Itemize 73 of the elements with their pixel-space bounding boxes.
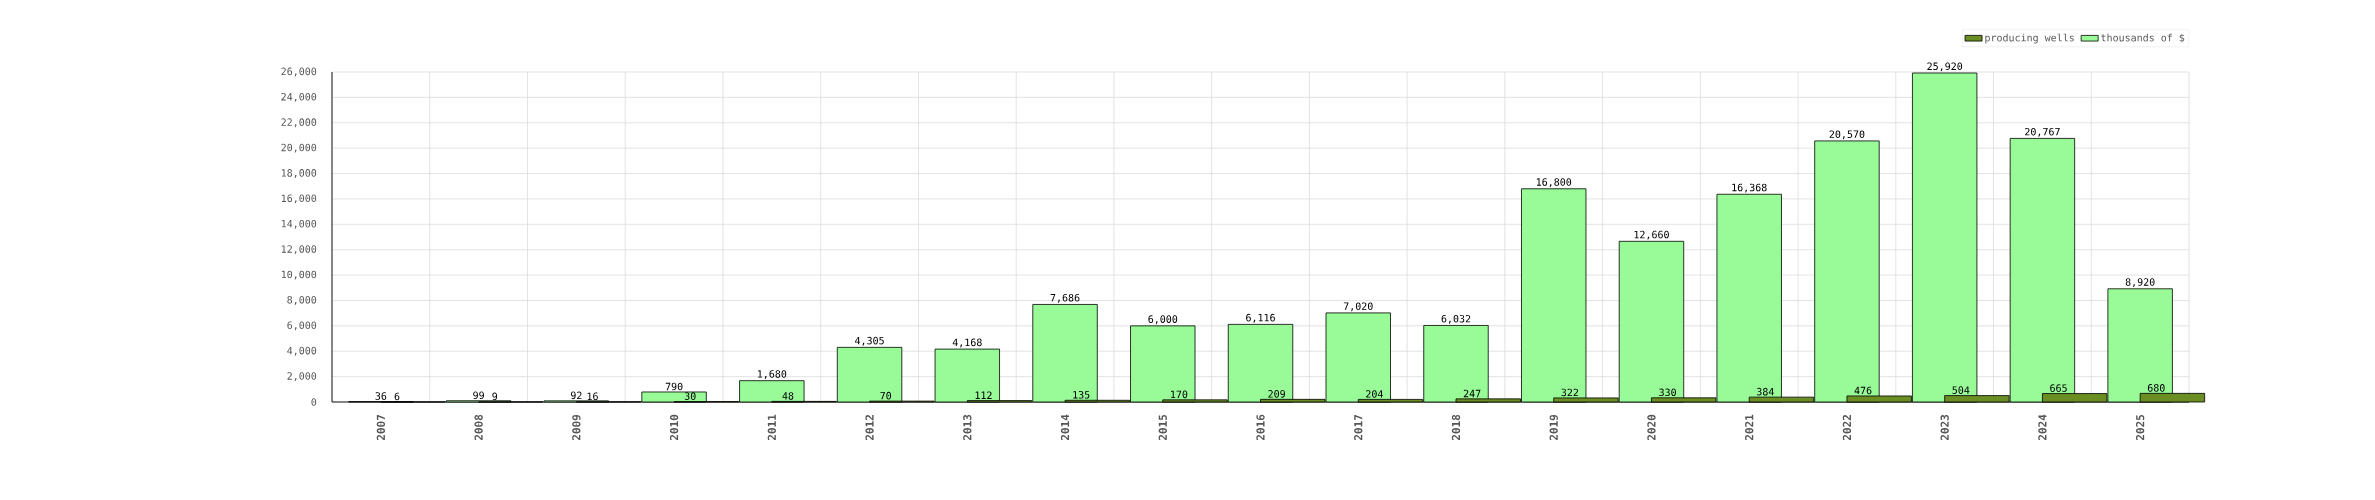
data-label: 504 xyxy=(1952,386,1970,394)
data-label: 20,570 xyxy=(1829,130,1865,140)
data-label: 384 xyxy=(1756,387,1774,396)
data-label: 6,032 xyxy=(1441,314,1471,324)
data-label: 9 xyxy=(492,392,498,401)
data-label: 12,660 xyxy=(1634,230,1669,240)
data-label: 135 xyxy=(1073,391,1090,399)
data-label: 6 xyxy=(394,392,400,401)
data-label: 16,800 xyxy=(1536,178,1572,188)
data-label: 30 xyxy=(684,392,696,400)
y-tick-label: 22,000 xyxy=(281,118,317,128)
data-label: 790 xyxy=(665,382,683,391)
data-label: 680 xyxy=(2147,384,2165,392)
y-tick-label: 2,000 xyxy=(287,372,317,382)
y-tick-label: 8,000 xyxy=(287,296,317,305)
data-label: 20,767 xyxy=(2025,127,2060,137)
x-tick-label: 2024 xyxy=(2038,414,2047,441)
y-tick-label: 16,000 xyxy=(281,194,317,204)
x-tick-label: 2021 xyxy=(1745,414,1754,441)
data-label: 322 xyxy=(1561,388,1579,397)
data-label: 247 xyxy=(1463,389,1481,398)
data-label: 170 xyxy=(1171,390,1188,399)
data-label: 16,368 xyxy=(1732,183,1767,193)
data-label: 6,000 xyxy=(1148,315,1178,325)
x-tick-label: 2012 xyxy=(865,415,874,441)
data-label: 209 xyxy=(1268,390,1285,398)
x-tick-label: 2022 xyxy=(1842,415,1852,441)
y-tick-label: 26,000 xyxy=(281,67,317,77)
y-tick-label: 0 xyxy=(311,398,317,406)
x-tick-label: 2007 xyxy=(376,415,386,441)
x-tick-label: 2009 xyxy=(572,414,581,441)
x-tick-label: 2011 xyxy=(767,414,776,441)
data-label: 92 xyxy=(570,391,582,400)
data-label: 330 xyxy=(1659,388,1676,397)
data-label: 7,686 xyxy=(1050,293,1080,303)
legend-label: producing wells xyxy=(1985,33,2074,44)
y-tick-label: 4,000 xyxy=(287,346,317,356)
data-label: 36 xyxy=(375,392,387,400)
data-label: 204 xyxy=(1366,390,1383,398)
x-tick-label: 2019 xyxy=(1549,414,1558,441)
data-label: 48 xyxy=(782,392,794,400)
x-tick-label: 2008 xyxy=(474,414,483,441)
x-tick-label: 2025 xyxy=(2135,414,2145,441)
data-label: 70 xyxy=(880,391,892,400)
data-label: 16 xyxy=(587,392,598,401)
y-tick-label: 24,000 xyxy=(281,92,317,102)
data-label: 4,168 xyxy=(952,338,982,348)
x-tick-label: 2018 xyxy=(1451,414,1461,441)
x-tick-label: 2014 xyxy=(1060,414,1070,441)
y-tick-label: 20,000 xyxy=(281,143,317,153)
x-tick-label: 2013 xyxy=(963,414,972,441)
data-label: 476 xyxy=(1854,386,1872,395)
x-tick-label: 2017 xyxy=(1354,415,1363,441)
y-tick-label: 6,000 xyxy=(287,321,317,331)
y-tick-label: 18,000 xyxy=(281,169,317,178)
x-tick-label: 2016 xyxy=(1256,414,1265,441)
x-tick-label: 2023 xyxy=(1940,414,1949,441)
y-tick-label: 14,000 xyxy=(281,219,317,229)
data-label: 1,680 xyxy=(757,370,787,379)
x-tick-label: 2010 xyxy=(669,414,679,441)
data-label: 25,920 xyxy=(1927,62,1963,72)
y-tick-label: 10,000 xyxy=(281,270,317,280)
y-tick-label: 12,000 xyxy=(281,245,317,255)
data-label: 665 xyxy=(2050,384,2067,392)
data-label: 8,920 xyxy=(2125,278,2155,288)
data-label: 99 xyxy=(473,391,484,400)
data-label: 4,305 xyxy=(855,336,884,346)
x-tick-label: 2020 xyxy=(1647,414,1656,441)
data-label: 6,116 xyxy=(1246,313,1275,323)
legend-label: thousands of $ xyxy=(2101,33,2185,43)
x-tick-label: 2015 xyxy=(1158,414,1167,441)
data-label: 112 xyxy=(975,391,992,399)
data-label: 7,020 xyxy=(1343,302,1373,312)
